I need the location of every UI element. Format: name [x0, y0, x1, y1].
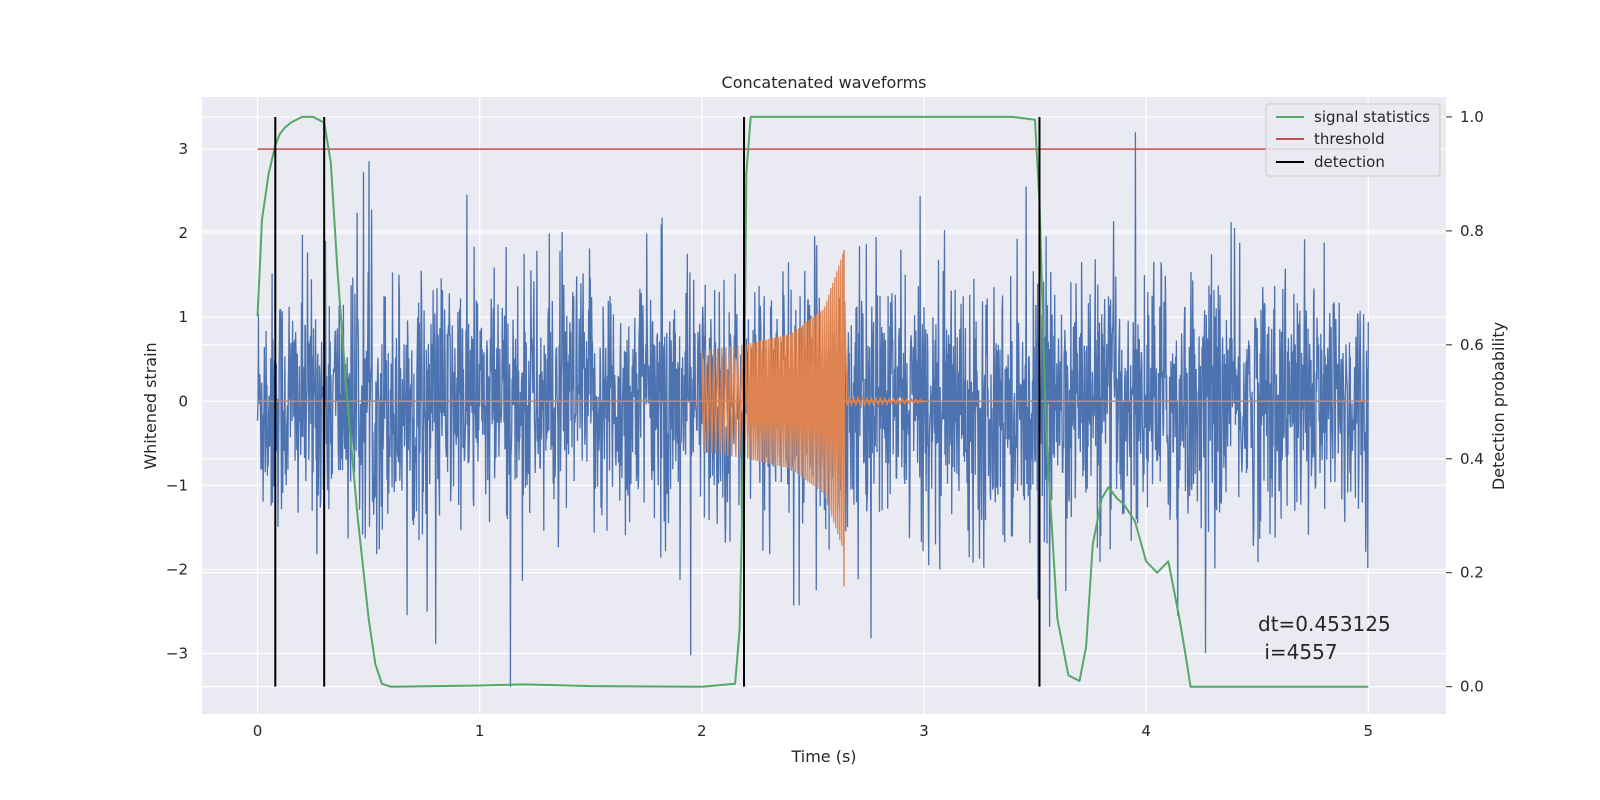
- y-left-tick-label-0: 3: [178, 140, 188, 158]
- legend-label-threshold: threshold: [1314, 130, 1385, 148]
- legend-label-signal-statistics: signal statistics: [1314, 108, 1430, 126]
- legend-label-detection: detection: [1314, 153, 1385, 171]
- detection-series: [274, 116, 1041, 687]
- annotation-dt: dt=0.453125: [1258, 612, 1391, 636]
- x-tick-label-2: 2: [697, 722, 707, 740]
- injection-line: [701, 253, 924, 553]
- signal-statistics-series: [256, 115, 1369, 688]
- y-right-tick-label-0: 1.0: [1460, 108, 1484, 126]
- tick-labels: 0 1 2 3 4 5 3 2 1 0 −1 −2 −3 1.0 0.8 0.6 0.4 0.2 0.0: [166, 108, 1484, 740]
- x-tick-label-0: 0: [253, 722, 263, 740]
- signal-statistics-line: [256, 115, 1369, 688]
- x-tick-label-1: 1: [475, 722, 485, 740]
- legend-box: [1265, 103, 1441, 177]
- x-tick-label-5: 5: [1363, 722, 1373, 740]
- y-left-tick-label-1: 2: [178, 224, 188, 242]
- injection-series: [257, 249, 1369, 587]
- annotation-i: i=4557: [1258, 640, 1338, 664]
- x-tick-label-4: 4: [1141, 722, 1151, 740]
- y-right-tick-label-2: 0.6: [1460, 336, 1484, 354]
- y-left-tick-label-4: −1: [166, 476, 188, 494]
- y-left-tick-label-2: 1: [178, 308, 188, 326]
- x-axis-label: Time (s): [790, 747, 856, 766]
- y-right-tick-label-3: 0.4: [1460, 450, 1484, 468]
- y-axis-label-left: Whitened strain: [141, 342, 160, 469]
- chart-title: Concatenated waveforms: [722, 73, 927, 92]
- y-left-tick-label-3: 0: [178, 392, 188, 410]
- legend: signal statistics threshold detection: [1265, 103, 1441, 177]
- y-left-tick-label-5: −2: [166, 560, 188, 578]
- y-axis-label-right: Detection probability: [1489, 322, 1508, 490]
- y-right-tick-label-1: 0.8: [1460, 222, 1484, 240]
- y-right-tick-label-5: 0.0: [1460, 678, 1484, 696]
- x-tick-label-3: 3: [919, 722, 929, 740]
- y-right-tick-label-4: 0.2: [1460, 564, 1484, 582]
- y-left-tick-label-6: −3: [166, 644, 188, 662]
